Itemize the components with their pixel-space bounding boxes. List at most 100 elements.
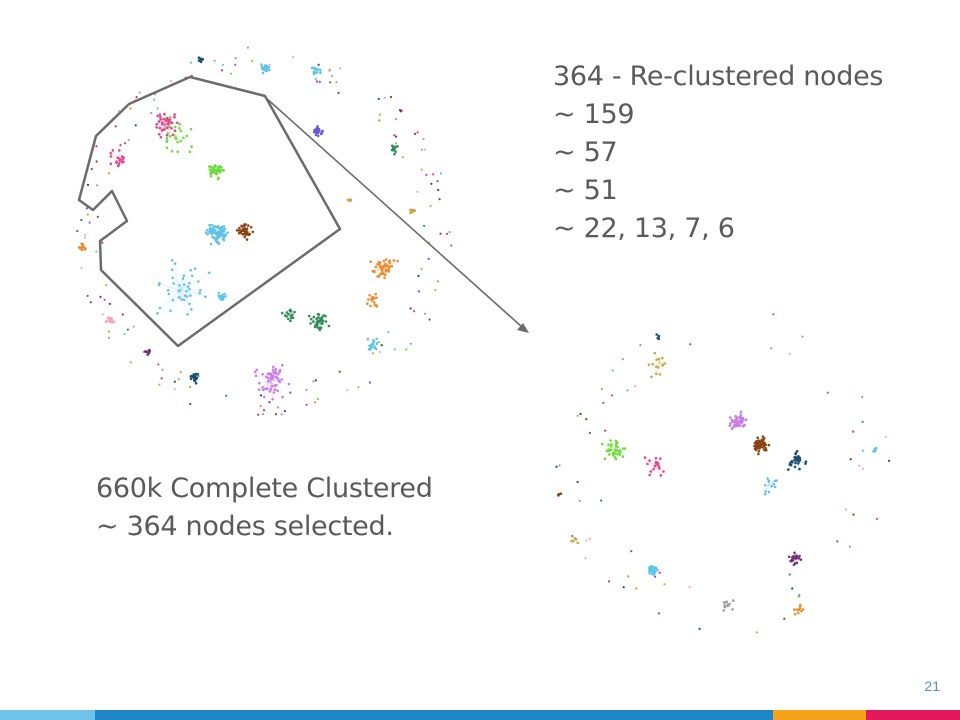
graph-node bbox=[588, 537, 591, 541]
graph-node bbox=[214, 225, 217, 229]
graph-node bbox=[377, 341, 380, 344]
graph-node bbox=[307, 314, 311, 318]
graph-node bbox=[436, 280, 440, 283]
graph-node bbox=[373, 345, 377, 349]
graph-edge bbox=[179, 281, 199, 291]
graph-node bbox=[314, 77, 317, 81]
graph-node bbox=[603, 457, 607, 461]
graph-node bbox=[166, 116, 169, 120]
graph-node bbox=[422, 137, 425, 141]
graph-node bbox=[626, 389, 629, 392]
graph-node bbox=[160, 377, 163, 380]
graph-node bbox=[272, 391, 276, 394]
recluster-line-3: ~ 57 bbox=[553, 137, 618, 168]
graph-node bbox=[84, 233, 87, 236]
graph-node bbox=[733, 418, 737, 422]
graph-node bbox=[185, 290, 188, 293]
graph-node bbox=[253, 370, 257, 374]
graph-node bbox=[388, 265, 392, 269]
graph-node bbox=[118, 149, 121, 152]
graph-node bbox=[274, 367, 278, 371]
graph-node bbox=[248, 232, 251, 236]
graph-node bbox=[375, 337, 379, 341]
graph-node bbox=[884, 435, 887, 438]
graph-node bbox=[649, 470, 652, 473]
graph-edge bbox=[269, 379, 279, 381]
graph-node bbox=[105, 284, 108, 287]
graph-node bbox=[753, 444, 756, 448]
graph-node bbox=[387, 331, 390, 334]
graph-node bbox=[420, 268, 423, 271]
graph-node bbox=[86, 294, 89, 297]
graph-node bbox=[285, 311, 289, 314]
graph-node bbox=[793, 608, 796, 611]
graph-node bbox=[170, 149, 174, 153]
graph-node bbox=[382, 259, 386, 263]
graph-node bbox=[182, 283, 186, 286]
graph-node bbox=[761, 446, 765, 449]
graph-node bbox=[101, 313, 104, 316]
graph-node bbox=[240, 224, 243, 228]
graph-node bbox=[375, 296, 378, 300]
graph-edge bbox=[610, 440, 616, 451]
complete-line-1: 660k Complete Clustered bbox=[96, 473, 433, 504]
graph-edge bbox=[110, 153, 121, 161]
graph-edge bbox=[601, 443, 616, 451]
graph-node bbox=[797, 557, 800, 560]
graph-node bbox=[795, 561, 799, 565]
graph-node bbox=[654, 456, 658, 460]
graph-node bbox=[190, 145, 193, 148]
graph-node bbox=[876, 517, 879, 521]
graph-node bbox=[76, 229, 79, 233]
graph-node bbox=[797, 595, 800, 598]
graph-node bbox=[775, 479, 778, 482]
graph-node bbox=[109, 320, 112, 324]
graph-node bbox=[635, 587, 638, 590]
graph-node bbox=[428, 318, 431, 321]
graph-node bbox=[281, 395, 284, 399]
graph-node bbox=[439, 172, 442, 175]
graph-node bbox=[316, 320, 320, 324]
graph-node bbox=[643, 456, 647, 459]
graph-node bbox=[731, 608, 734, 611]
graph-node bbox=[310, 66, 314, 69]
graph-node bbox=[107, 336, 110, 339]
graph-node bbox=[115, 160, 118, 163]
graph-node bbox=[155, 126, 158, 129]
graph-node bbox=[206, 233, 209, 236]
graph-edge bbox=[654, 353, 661, 363]
graph-node bbox=[309, 322, 312, 325]
graph-edge bbox=[174, 134, 187, 137]
graph-node bbox=[216, 169, 219, 172]
graph-node bbox=[791, 556, 794, 559]
graph-node bbox=[177, 289, 180, 293]
graph-node bbox=[259, 404, 262, 408]
graph-node bbox=[852, 513, 855, 516]
graph-node bbox=[754, 448, 758, 452]
graph-node bbox=[169, 121, 173, 124]
graph-node bbox=[269, 372, 273, 376]
graph-edge bbox=[174, 124, 181, 136]
graph-node bbox=[605, 449, 609, 453]
graph-node bbox=[663, 362, 667, 365]
graph-node bbox=[193, 377, 197, 381]
graph-node bbox=[254, 374, 258, 378]
graph-node bbox=[698, 627, 701, 631]
graph-edge bbox=[173, 283, 181, 291]
graph-node bbox=[173, 129, 177, 132]
graph-edge bbox=[166, 134, 176, 148]
graph-node bbox=[394, 150, 397, 153]
graph-node bbox=[116, 164, 120, 168]
graph-node bbox=[613, 456, 617, 459]
graph-node bbox=[413, 209, 416, 212]
graph-node bbox=[225, 394, 228, 397]
graph-node bbox=[373, 270, 376, 274]
graph-node bbox=[766, 477, 769, 480]
graph-node bbox=[800, 609, 803, 613]
graph-node bbox=[246, 46, 249, 49]
graph-node bbox=[116, 156, 120, 159]
graph-edge bbox=[179, 289, 192, 310]
graph-node bbox=[246, 232, 249, 235]
graph-node bbox=[109, 152, 113, 155]
